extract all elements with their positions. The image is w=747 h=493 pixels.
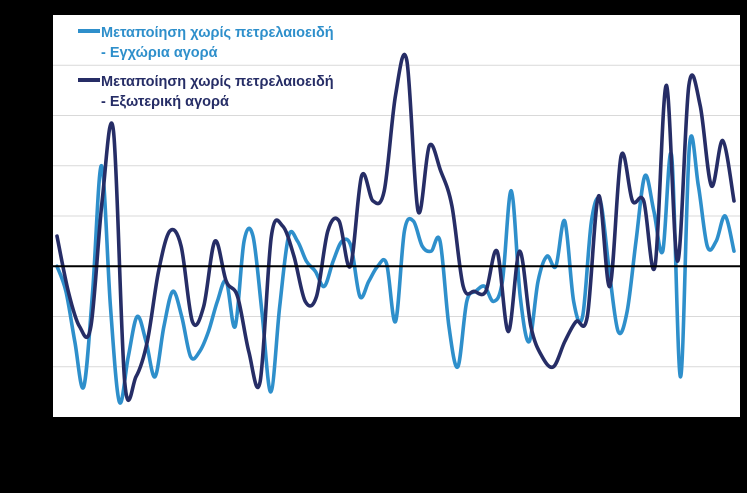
- legend-entry-domestic: Μεταποίηση χωρίς πετρελαιοειδή - Εγχώρια…: [78, 25, 334, 61]
- legend-label-foreign-line1: Μεταποίηση χωρίς πετρελαιοειδή: [101, 74, 334, 90]
- legend-label-domestic-line1: Μεταποίηση χωρίς πετρελαιοειδή: [101, 25, 334, 41]
- legend-entry-foreign: Μεταποίηση χωρίς πετρελαιοειδή - Εξωτερι…: [78, 74, 334, 110]
- series-group: [55, 52, 736, 405]
- series-line-domestic: [55, 134, 736, 405]
- legend-label-foreign-line2: - Εξωτερική αγορά: [101, 94, 229, 110]
- legend: Μεταποίηση χωρίς πετρελαιοειδή - Εγχώρια…: [78, 25, 334, 110]
- legend-label-domestic-line2: - Εγχώρια αγορά: [101, 45, 218, 61]
- series-line-foreign: [55, 52, 736, 402]
